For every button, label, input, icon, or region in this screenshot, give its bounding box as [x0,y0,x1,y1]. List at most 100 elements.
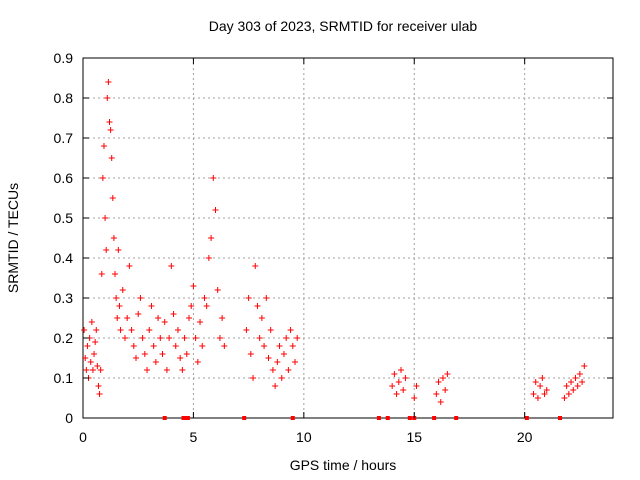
baseline-marker [376,416,381,420]
data-point [269,367,276,373]
y-axis-label: SRMTID / TECUs [5,183,21,293]
data-point [155,315,162,321]
data-point [539,375,546,381]
axis-ticks-layer: 0 0.1 0.2 0.3 0.4 0.5 0.6 0.7 0.8 0.9 0 5 10 15 20 [54,50,613,445]
data-point [201,295,208,301]
data-point [199,343,206,349]
data-point [197,319,204,325]
data-point [276,343,283,349]
data-point [252,263,259,269]
data-point [95,383,102,389]
data-point [113,295,120,301]
data-point [543,387,550,393]
data-point [161,319,168,325]
data-point [98,271,105,277]
data-point [146,327,153,333]
data-point [91,351,98,357]
data-point [139,335,146,341]
data-point [389,383,396,389]
data-point [84,343,91,349]
data-point [106,119,113,125]
data-point [294,335,301,341]
data-point [102,215,109,221]
data-point [94,363,101,369]
data-point [107,127,114,133]
data-point [245,295,252,301]
x-tick-label: 10 [296,429,312,445]
data-point [82,355,89,361]
data-point [247,351,254,357]
data-point [210,175,217,181]
data-point [530,391,537,397]
data-point [81,327,88,333]
data-point [105,79,112,85]
data-point [243,327,250,333]
data-point [280,351,287,357]
y-tick-label: 0.4 [54,250,74,266]
data-point [439,375,446,381]
data-point [221,343,228,349]
data-point [112,271,119,277]
data-point [537,383,544,389]
data-point [292,359,298,365]
data-point [157,335,164,341]
data-point [133,355,139,361]
baseline-marker [407,416,412,420]
data-point [92,339,99,345]
data-point [261,343,268,349]
x-tick-label: 0 [79,429,87,445]
data-point [289,343,296,349]
data-point [170,311,177,317]
data-point [88,319,95,325]
baseline-marker [385,416,390,420]
data-point [124,315,131,321]
data-points-layer [81,79,588,420]
baseline-marker [181,416,186,420]
data-point [534,395,541,401]
data-point [159,351,166,357]
data-point [128,327,135,333]
data-point [574,383,581,389]
data-point [265,355,272,361]
data-point [532,379,539,385]
data-point [402,375,409,381]
data-point [400,387,407,393]
data-point [272,383,279,389]
data-point [581,363,588,369]
data-point [254,303,261,309]
y-tick-label: 0.8 [54,90,74,106]
data-point [87,359,94,365]
y-tick-label: 0.7 [54,130,74,146]
data-point [258,315,265,321]
data-point [579,379,586,385]
data-point [411,395,418,401]
data-point [437,399,444,405]
data-point [177,355,184,361]
data-point [216,335,223,341]
data-point [214,287,221,293]
data-point [572,375,579,381]
data-point [208,235,215,241]
data-point [115,247,122,253]
data-point [561,395,568,401]
grid-layer [83,58,613,418]
data-point [192,335,199,341]
data-point [205,255,212,261]
data-point [435,379,442,385]
data-point [179,367,186,373]
data-point [278,375,285,381]
data-point [109,195,116,201]
data-point [135,311,142,317]
x-tick-label: 5 [190,429,198,445]
baseline-marker [524,416,529,420]
data-point [130,343,137,349]
data-point [219,315,226,321]
data-point [433,391,440,397]
x-tick-label: 15 [406,429,422,445]
plot-area-frame [82,57,614,419]
data-point [283,335,290,341]
data-point [150,343,157,349]
y-tick-label: 0.2 [54,330,74,346]
